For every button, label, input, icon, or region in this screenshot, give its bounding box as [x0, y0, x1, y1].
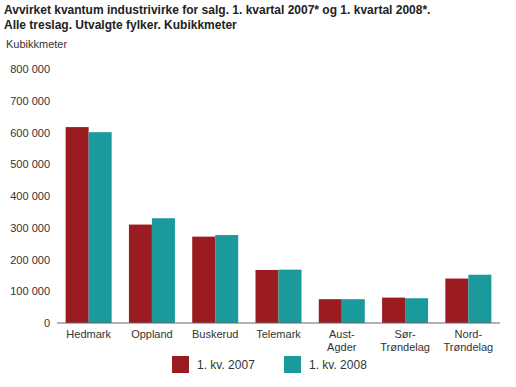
y-tick-label: 100 000	[10, 285, 50, 297]
y-tick-label: 600 000	[10, 127, 50, 139]
x-tick-label: Nord-Trøndelag	[443, 328, 493, 353]
chart-container: Avvirket kvantum industrivirke for salg.…	[0, 0, 516, 387]
x-axis-line	[57, 323, 500, 324]
y-tick-label: 0	[44, 317, 50, 329]
y-tick-label: 500 000	[10, 158, 50, 170]
x-tick-label: Hedmark	[66, 328, 111, 340]
bar	[89, 132, 112, 323]
y-tick-label: 700 000	[10, 95, 50, 107]
bar	[319, 299, 342, 323]
bar	[256, 270, 279, 323]
x-tick-label: Aust-Agder	[327, 328, 357, 353]
x-tick-label: Sør-Trøndelag	[380, 328, 430, 353]
bar	[279, 270, 302, 323]
y-tick-label: 800 000	[10, 63, 50, 75]
bar	[445, 279, 468, 323]
legend-label: 1. kv. 2008	[309, 358, 367, 372]
x-tick-label: Telemark	[256, 328, 301, 340]
legend: 1. kv. 2007 1. kv. 2008	[172, 356, 367, 373]
y-tick-label: 200 000	[10, 254, 50, 266]
bar	[129, 225, 152, 323]
y-tick-label: 400 000	[10, 190, 50, 202]
bar	[66, 127, 89, 323]
bars	[66, 127, 492, 323]
bar	[215, 235, 238, 323]
bar	[468, 275, 491, 323]
legend-swatch	[284, 356, 301, 373]
x-tick-label: Oppland	[131, 328, 173, 340]
y-axis-label: Kubikkmeter	[6, 38, 67, 50]
bar	[405, 298, 428, 323]
subtitle: Alle treslag. Utvalgte fylker. Kubikkmet…	[4, 18, 237, 32]
chart-svg: Avvirket kvantum industrivirke for salg.…	[0, 0, 516, 387]
bar	[342, 299, 365, 323]
title: Avvirket kvantum industrivirke for salg.…	[4, 3, 430, 17]
x-tick-label: Buskerud	[192, 328, 238, 340]
y-tick-label: 300 000	[10, 222, 50, 234]
legend-label: 1. kv. 2007	[197, 358, 255, 372]
bar	[192, 237, 215, 323]
bar	[382, 298, 405, 323]
legend-swatch	[172, 356, 189, 373]
bar	[152, 218, 175, 323]
